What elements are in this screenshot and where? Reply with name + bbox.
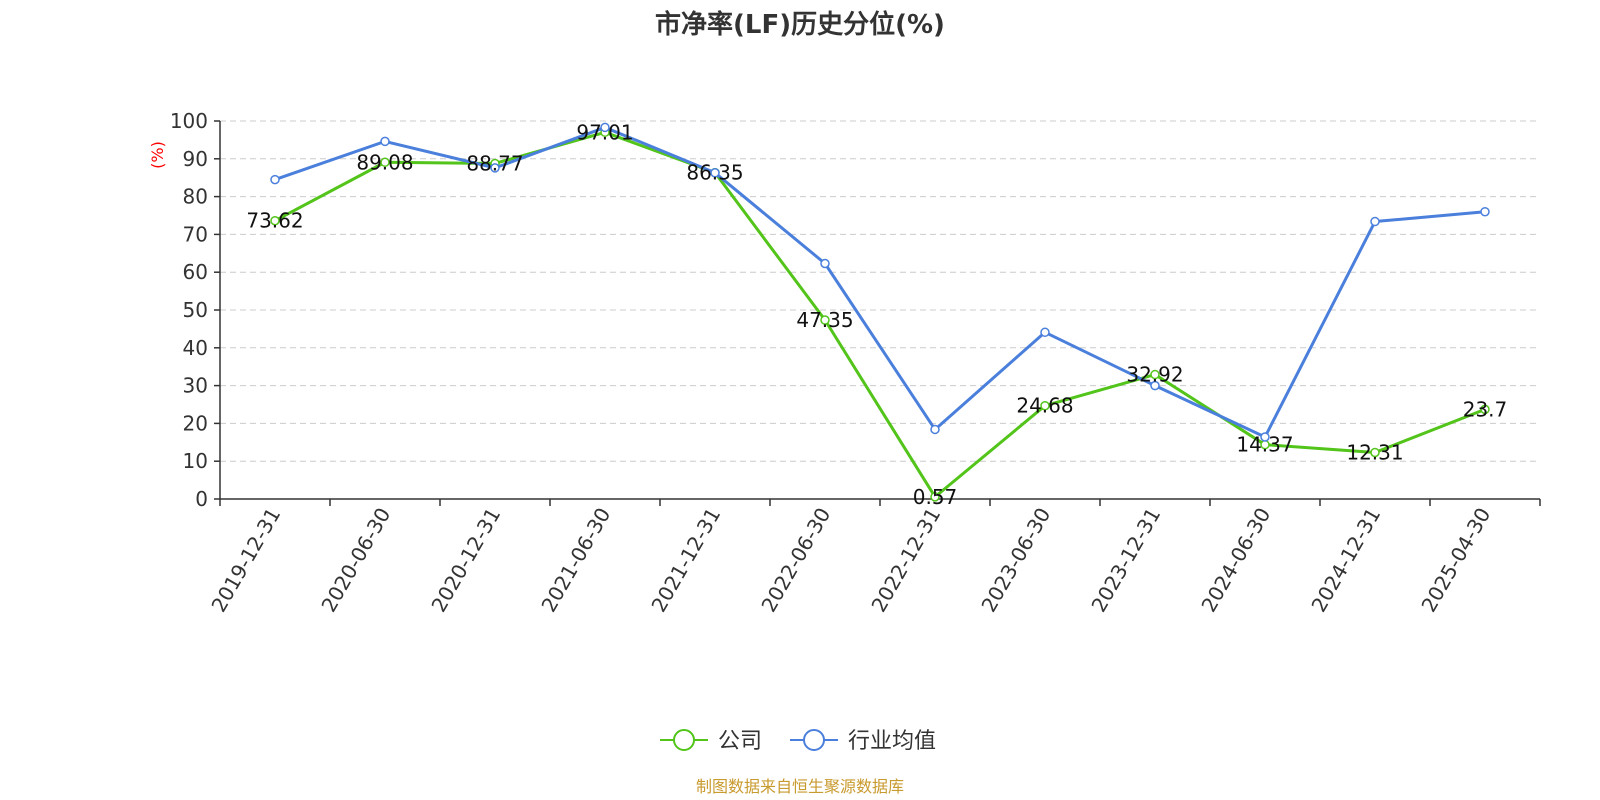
data-label-0: 73.62 (246, 209, 303, 233)
data-source-note: 制图数据来自恒生聚源数据库 (696, 777, 904, 796)
y-tick-label-100: 100 (170, 109, 208, 133)
series-1-point-4 (710, 168, 720, 178)
data-label-7: 24.68 (1016, 394, 1073, 418)
series-0-point-1 (380, 157, 390, 168)
series-0-point-11 (1480, 404, 1490, 415)
x-tick-label-2022-06-30: 2022-06-30 (756, 504, 835, 617)
data-label-9: 14.37 (1236, 433, 1293, 457)
x-tick-label-2024-06-30: 2024-06-30 (1196, 504, 1275, 617)
x-tick-label-2019-12-31: 2019-12-31 (206, 504, 285, 617)
y-tick-label-80: 80 (183, 185, 208, 209)
series-1-point-10 (1370, 216, 1380, 227)
legend-company-label: 公司 (718, 729, 762, 754)
series-0-point-7 (1040, 400, 1050, 411)
series-1-point-9 (1260, 432, 1270, 442)
axes: 0 10 20 30 40 50 60 70 80 90 100 2019-12-31 2020-06-… (170, 109, 1541, 617)
data-label-10: 12.31 (1346, 440, 1403, 464)
series-1-point-0 (270, 174, 280, 185)
y-tick-label-30: 30 (183, 374, 208, 398)
series-0-point-8 (1150, 369, 1160, 380)
chart-title: 市净率(LF)历史分位(%) (655, 9, 945, 40)
series-1-point-8 (1150, 380, 1160, 391)
x-tick-label-2020-06-30: 2020-06-30 (316, 504, 395, 617)
series-1-point-7 (1040, 327, 1050, 338)
series-1-point-1 (380, 136, 390, 147)
series-0-point-10 (1370, 447, 1380, 458)
series-line-1 (274, 125, 1486, 439)
series-lines (270, 122, 1490, 502)
series-1-point-2 (490, 163, 500, 173)
data-label-8: 32.92 (1126, 363, 1183, 387)
data-label-3: 97.01 (576, 120, 633, 144)
data-label-11: 23.7 (1463, 397, 1508, 421)
y-tick-label-10: 10 (183, 449, 208, 473)
y-tick-label-90: 90 (183, 147, 208, 171)
y-tick-label-0: 0 (195, 487, 208, 511)
x-tick-label-2023-06-30: 2023-06-30 (976, 504, 1055, 617)
y-tick-label-40: 40 (183, 336, 208, 360)
x-tick-label-2023-12-31: 2023-12-31 (1086, 504, 1165, 617)
grid-lines (220, 120, 1540, 462)
series-0-point-0 (270, 215, 280, 226)
legend-industry-label: 行业均值 (848, 729, 936, 754)
y-axis-unit-label: (%) (148, 141, 167, 169)
x-tick-label-2021-12-31: 2021-12-31 (646, 504, 725, 617)
y-tick-label-20: 20 (183, 411, 208, 435)
legend-industry-marker (803, 729, 825, 751)
series-1-point-6 (930, 424, 940, 435)
x-tick-label-2021-06-30: 2021-06-30 (536, 504, 615, 617)
x-tick-label-2024-12-31: 2024-12-31 (1306, 504, 1385, 617)
x-tick-label-2025-04-30: 2025-04-30 (1416, 504, 1495, 617)
y-tick-label-70: 70 (183, 222, 208, 246)
data-label-4: 86.35 (686, 161, 743, 185)
series-1-point-3 (600, 122, 610, 133)
series-line-0 (274, 130, 1486, 499)
legend: 公司 行业均值 (660, 729, 936, 754)
data-label-1: 89.08 (356, 150, 413, 174)
legend-item-industry-average[interactable]: 行业均值 (790, 729, 936, 754)
data-label-2: 88.77 (466, 151, 523, 175)
data-label-6: 0.57 (913, 485, 958, 509)
data-labels: 73.62 89.08 88.77 97.01 86.35 47.35 0.57 24.68 3… (246, 120, 1507, 509)
x-tick-label-2020-12-31: 2020-12-31 (426, 504, 505, 617)
data-label-5: 47.35 (796, 308, 853, 332)
x-tick-label-2022-12-31: 2022-12-31 (866, 504, 945, 617)
y-tick-label-60: 60 (183, 260, 208, 284)
series-1-point-5 (820, 258, 830, 269)
y-tick-label-50: 50 (183, 298, 208, 322)
legend-item-company[interactable]: 公司 (660, 729, 762, 754)
series-1-point-11 (1480, 206, 1490, 217)
legend-company-marker (673, 729, 695, 751)
series-0-point-5 (820, 315, 830, 325)
series-0-point-6 (930, 492, 940, 502)
